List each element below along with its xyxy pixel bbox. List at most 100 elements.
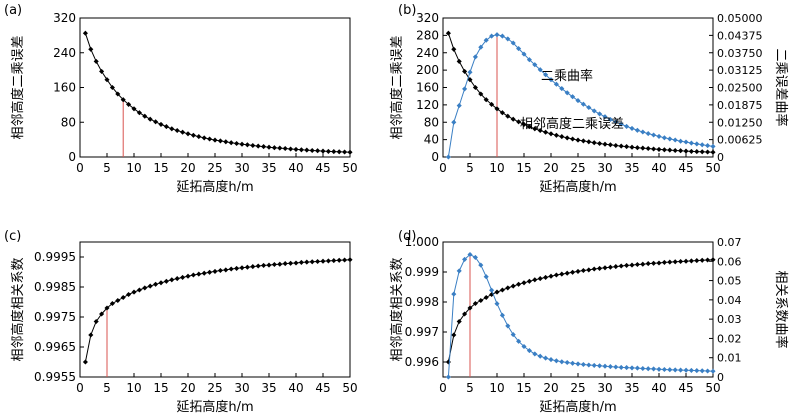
data-point [705, 257, 711, 263]
y2-tick-label: 0.03125 [717, 64, 763, 77]
y2-tick-label: 0.03750 [717, 47, 763, 60]
y-tick-label: 80 [61, 115, 76, 129]
x-tick-label: 25 [570, 381, 585, 395]
data-point [115, 297, 121, 304]
plot-frame [442, 17, 714, 158]
x-tick-label: 30 [234, 381, 249, 395]
data-point [309, 147, 315, 154]
data-point [651, 366, 657, 372]
data-point [467, 69, 473, 75]
series-line [447, 33, 714, 153]
data-point [629, 144, 635, 150]
data-point [510, 332, 516, 338]
data-point [136, 110, 142, 116]
x-tick-label: 5 [466, 381, 474, 395]
y2-tick-label: 0 [717, 151, 724, 164]
x-tick-label: 35 [624, 381, 639, 395]
data-point [591, 362, 597, 368]
y-tick-label: 0 [68, 150, 76, 164]
data-point [304, 259, 310, 265]
data-point [688, 148, 694, 154]
y-tick-label: 0.999 [405, 265, 439, 279]
data-point [169, 126, 175, 132]
data-point [667, 147, 673, 153]
chart-panel-4: (d) 0 5 10 15 20 25 30 35 40 45 50 0.996 0.997 0.998 0.… [389, 229, 789, 415]
data-point [153, 281, 159, 287]
data-point [131, 289, 137, 295]
y-axis-title: 相邻高度二乘误差 [10, 35, 26, 139]
data-point [174, 127, 180, 134]
data-point [694, 258, 700, 264]
data-point [266, 144, 272, 150]
data-point [564, 135, 570, 141]
data-point [575, 361, 581, 367]
data-point [656, 366, 662, 372]
data-point [196, 271, 202, 277]
x-tick-label: 45 [678, 381, 693, 395]
y2-tick-label: 0.02 [717, 332, 742, 345]
data-point [201, 135, 207, 141]
data-point [607, 364, 613, 370]
data-point [613, 142, 619, 149]
data-point [602, 141, 608, 147]
data-point [699, 257, 705, 263]
data-point [645, 261, 651, 267]
data-point [494, 301, 500, 307]
data-point [126, 291, 132, 298]
data-point [271, 261, 277, 268]
data-point [158, 280, 164, 286]
data-point [640, 365, 646, 372]
series-line [447, 34, 714, 158]
data-point [710, 149, 716, 155]
data-point [699, 142, 705, 148]
x-axis-title: 延拓高度h/m [539, 179, 616, 195]
data-point [688, 258, 694, 264]
plot-frame [79, 17, 351, 158]
panel-label: (a) [4, 3, 22, 18]
data-point [564, 359, 570, 366]
data-point [483, 37, 489, 43]
data-point [489, 33, 495, 39]
data-point [142, 113, 148, 119]
data-point [315, 148, 321, 154]
data-point [190, 132, 196, 138]
data-point [207, 136, 213, 142]
data-point [472, 54, 478, 60]
data-point [244, 264, 250, 270]
y2-axis-title: 二乘误差曲率 [773, 48, 789, 126]
chart-panel-2: (b)0 5 10 15 20 25 30 35 40 45 5004080120160200240… [389, 3, 789, 195]
panel-label: (b) [398, 3, 416, 18]
data-point [115, 91, 121, 97]
data-point [694, 368, 700, 374]
data-point [456, 268, 462, 274]
data-point [553, 272, 559, 278]
data-point [293, 146, 299, 152]
data-point [640, 145, 646, 151]
x-tick-label: 5 [103, 381, 111, 395]
data-point [559, 271, 565, 277]
x-tick-label: 0 [439, 381, 447, 395]
data-point [261, 262, 267, 268]
data-point [510, 116, 516, 122]
data-point [201, 270, 207, 276]
data-point [559, 134, 565, 140]
data-point [250, 142, 256, 149]
data-point [624, 144, 630, 150]
data-point [705, 149, 711, 155]
data-point [526, 278, 532, 284]
data-point [126, 101, 132, 107]
y-tick-label: 240 [416, 46, 439, 60]
series-1 [82, 257, 353, 365]
x-tick-label: 20 [180, 381, 195, 395]
data-point [88, 332, 94, 338]
y2-tick-label: 0.03 [717, 313, 742, 326]
data-point [217, 267, 223, 274]
data-point [694, 141, 700, 147]
series-line [447, 259, 714, 363]
data-point [656, 146, 662, 152]
data-point [483, 97, 489, 103]
data-point [163, 124, 169, 130]
data-point [462, 256, 468, 262]
y-tick-label: 160 [416, 81, 439, 95]
